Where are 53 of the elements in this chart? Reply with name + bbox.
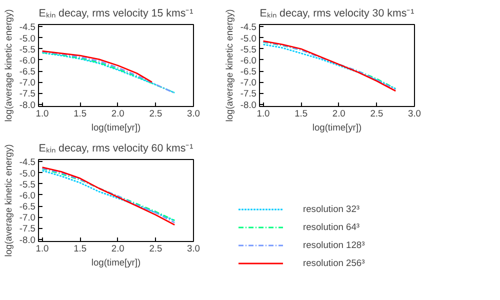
y-tick-label: -6.5 (19, 202, 36, 212)
y-tick-label: -6.5 (240, 66, 257, 77)
y-tick-label: -8.0 (19, 100, 36, 110)
y-tick-label: -5.5 (19, 179, 36, 190)
x-axis-title: log(time[yr]) (91, 122, 141, 132)
y-tick-label: -5.5 (240, 44, 257, 54)
y-tick-label: -6.5 (19, 66, 36, 77)
x-tick-label: 3.0 (187, 244, 200, 254)
x-tick-label: 1.0 (36, 244, 49, 254)
legend-label: resolution 256³ (303, 258, 365, 268)
y-tick-label: -7.5 (240, 88, 257, 99)
chart-title: Eₖᵢₙ decay, rms velocity 60 kms⁻¹ (38, 142, 194, 154)
x-tick-label: 2.0 (111, 244, 124, 254)
x-axis-title: log(time[yr]) (312, 122, 362, 132)
y-tick-label: -7.5 (19, 224, 36, 234)
legend-label: resolution 64³ (303, 222, 360, 232)
x-tick-label: 1.5 (74, 244, 87, 254)
y-tick-label: -5.0 (240, 33, 257, 44)
y-tick-label: -5.0 (19, 168, 36, 178)
x-tick-label: 1.5 (74, 108, 87, 118)
y-tick-label: -7.5 (19, 88, 36, 99)
chart-title: Eₖᵢₙ decay, rms velocity 15 kms⁻¹ (38, 8, 194, 20)
x-tick-label: 2.0 (332, 108, 346, 118)
x-tick-label: 3.0 (408, 108, 421, 118)
x-tick-label: 1.5 (294, 108, 308, 118)
chart-title: Eₖᵢₙ decay, rms velocity 30 kms⁻¹ (260, 8, 415, 20)
x-tick-label: 2.5 (149, 108, 162, 118)
y-tick-label: -4.5 (19, 157, 36, 168)
y-tick-label: -7.0 (240, 78, 257, 88)
y-axis-title: log(average kinetic energy) (3, 9, 14, 122)
legend-label: resolution 128³ (303, 240, 365, 250)
y-tick-label: -6.0 (240, 55, 257, 66)
x-tick-label: 1.0 (256, 108, 270, 118)
y-tick-label: -5.0 (19, 33, 36, 44)
y-tick-label: -5.5 (19, 44, 36, 54)
x-axis-title: log(time[yr]) (91, 258, 141, 268)
line-series (42, 50, 153, 83)
y-axis-title: log(average kinetic energy) (224, 9, 234, 122)
y-tick-label: -4.5 (19, 22, 36, 32)
x-tick-label: 1.0 (36, 108, 49, 118)
y-tick-label: -4.5 (240, 22, 257, 32)
y-tick-label: -6.0 (19, 55, 36, 66)
y-axis-title: log(average kinetic energy) (3, 144, 14, 257)
x-tick-label: 2.5 (149, 244, 162, 254)
y-tick-label: -7.0 (19, 212, 36, 223)
y-tick-label: -6.0 (19, 190, 36, 200)
legend-label: resolution 32³ (303, 204, 360, 214)
y-tick-label: -8.0 (19, 234, 36, 245)
y-tick-label: -7.0 (19, 78, 36, 88)
x-tick-label: 2.5 (370, 108, 384, 118)
x-tick-label: 3.0 (187, 108, 200, 118)
y-tick-label: -8.0 (240, 100, 257, 110)
x-tick-label: 2.0 (111, 108, 124, 118)
